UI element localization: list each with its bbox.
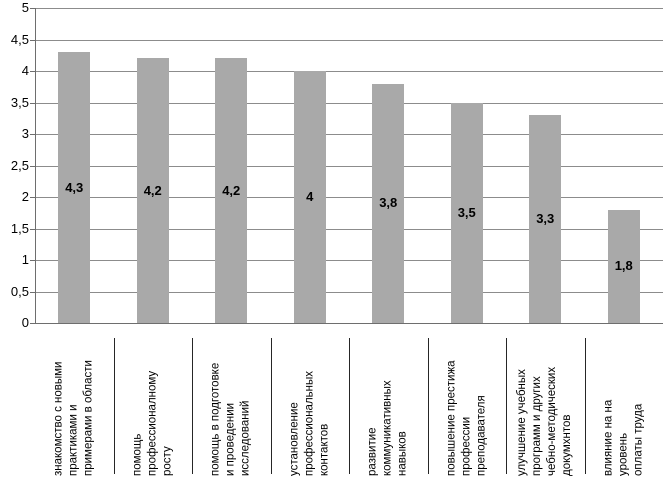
bar-value-label: 1,8 (614, 258, 633, 274)
y-axis-tick (30, 323, 35, 324)
gridline (35, 134, 663, 135)
y-axis-tick (30, 134, 35, 135)
y-axis-label: 1,5 (10, 220, 29, 236)
category-label-cell: улучшение учебных программ и других чебн… (506, 327, 585, 477)
y-axis-line (35, 8, 36, 324)
y-axis-tick (30, 197, 35, 198)
y-axis-label: 3 (21, 126, 29, 141)
x-axis-line (35, 323, 663, 324)
category-separator (192, 338, 193, 474)
category-label: повышение престижа профессии преподавате… (445, 360, 488, 476)
bar-value-label: 3,5 (457, 204, 476, 220)
bar-value-label: 3,8 (379, 195, 398, 211)
category-label: помощь профессионалному росту (131, 370, 174, 476)
y-axis-tick (30, 102, 35, 104)
y-axis-label: 0 (21, 315, 29, 330)
bar-value-label: 4,3 (65, 179, 84, 195)
bar-value-label: 4 (306, 189, 314, 204)
category-label-cell: помощь профессионалному росту (114, 327, 193, 477)
gridline (35, 165, 663, 167)
category-label: помощь в подготовке и проведении исследо… (209, 362, 252, 476)
category-label-cell: знакомство с новыми практиками и примера… (35, 327, 114, 477)
category-label-cell: влияние на на уровень оплаты труда (585, 327, 663, 477)
gridline (35, 260, 663, 261)
category-label-cell: помощь в подготовке и проведении исследо… (192, 327, 271, 477)
category-separator (506, 338, 507, 474)
y-axis-tick (30, 260, 35, 261)
gridline (35, 39, 663, 41)
y-axis-tick (30, 39, 35, 41)
y-axis-label: 3,5 (10, 94, 29, 110)
y-axis-label: 5 (21, 0, 29, 15)
y-axis-tick (30, 291, 35, 293)
category-separator (271, 338, 272, 474)
category-label: влияние на на уровень оплаты труда (602, 399, 645, 476)
bar (215, 58, 248, 323)
category-separator (585, 338, 586, 474)
gridline (35, 228, 663, 230)
category-label: установление профессиональных контактов (288, 370, 331, 476)
y-axis-label: 4 (21, 63, 29, 78)
y-axis-label: 4,5 (10, 31, 29, 47)
y-axis-tick (30, 228, 35, 230)
y-axis-tick (30, 165, 35, 167)
category-label: улучшение учебных программ и других чебн… (516, 366, 574, 476)
bar (450, 102, 483, 323)
y-axis-tick (30, 8, 35, 9)
category-label: знакомство с новыми практиками и примера… (52, 360, 95, 476)
category-label: развитие коммуникативных навыков (366, 380, 409, 476)
bar (293, 71, 326, 323)
gridline (35, 102, 663, 104)
gridline (35, 71, 663, 72)
gridline (35, 291, 663, 293)
category-separator (428, 338, 429, 474)
y-axis-tick (30, 71, 35, 72)
y-axis-label: 1 (21, 252, 29, 267)
category-separator (114, 338, 115, 474)
y-axis-label: 0,5 (10, 283, 29, 299)
gridline (35, 8, 663, 9)
y-axis-label: 2 (21, 189, 29, 204)
bar (372, 83, 405, 323)
bar-value-label: 3,3 (536, 211, 555, 227)
bar-value-label: 4,2 (222, 182, 241, 198)
category-label-cell: установление профессиональных контактов (271, 327, 350, 477)
category-label-cell: развитие коммуникативных навыков (349, 327, 428, 477)
category-separator (349, 338, 350, 474)
gridline (35, 197, 663, 198)
bar (529, 115, 562, 323)
bar (136, 58, 169, 323)
y-axis-label: 2,5 (10, 157, 29, 173)
category-label-cell: повышение престижа профессии преподавате… (428, 327, 507, 477)
bar-value-label: 4,2 (143, 182, 162, 198)
bar (607, 209, 640, 323)
bar (58, 52, 91, 323)
